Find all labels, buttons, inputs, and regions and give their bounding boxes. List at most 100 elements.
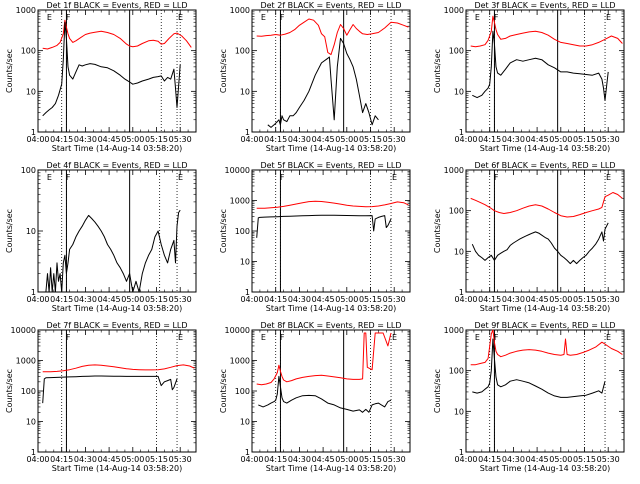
chart-panel-7: Det 7f BLACK = Events, RED = LLD 1 10 100 10… <box>5 321 197 473</box>
x-tick-label: 05:30 <box>597 135 620 144</box>
x-tick-label: 04:00 <box>240 295 263 304</box>
y-tick-label: 1000 <box>230 197 250 206</box>
chart-panel-2: Det 2f BLACK = Events, RED = LLD 1 10 100 10… <box>219 1 411 153</box>
x-tick-label: 04:30 <box>502 455 525 464</box>
x-tick-label: 04:15 <box>264 295 287 304</box>
x-tick-label: 04:15 <box>478 135 501 144</box>
red-lld-series <box>470 15 623 48</box>
x-tick-label: 05:30 <box>169 455 192 464</box>
red-lld-series <box>470 329 623 366</box>
marker-E: E <box>606 333 611 342</box>
chart-panel-8: Det 8f BLACK = Events, RED = LLD 1 10 100 10… <box>219 321 411 473</box>
marker-E: E <box>261 13 266 22</box>
x-tick-label: 05:15 <box>145 455 168 464</box>
x-tick-label: 04:45 <box>526 135 549 144</box>
x-tick-label: 04:00 <box>26 135 49 144</box>
marker-F: F <box>66 13 71 22</box>
chart-title: Det 5f BLACK = Events, RED = LLD <box>260 161 401 170</box>
y-tick-label: 10000 <box>225 166 250 175</box>
y-tick-label: 1000 <box>444 326 464 335</box>
chart-title: Det 3f BLACK = Events, RED = LLD <box>474 1 615 10</box>
y-tick-label: 1 <box>245 448 250 457</box>
x-tick-label: 04:15 <box>264 455 287 464</box>
chart-title: Det 6f BLACK = Events, RED = LLD <box>474 161 615 170</box>
y-tick-label: 10 <box>26 227 36 236</box>
y-tick-label: 1 <box>31 128 36 137</box>
y-tick-label: 1 <box>31 448 36 457</box>
x-tick-label: 04:30 <box>502 295 525 304</box>
x-tick-label: 05:30 <box>169 295 192 304</box>
y-tick-label: 100 <box>21 166 36 175</box>
marker-F: F <box>280 13 285 22</box>
black-events-series <box>267 37 379 128</box>
x-tick-label: 05:00 <box>549 455 572 464</box>
x-tick-label: 05:15 <box>359 455 382 464</box>
marker-E: E <box>178 173 183 182</box>
chart-panel-5: Det 5f BLACK = Events, RED = LLD 1 10 100 10… <box>219 161 411 313</box>
y-tick-label: 1 <box>459 448 464 457</box>
x-tick-label: 05:00 <box>549 295 572 304</box>
chart-panel-3: Det 3f BLACK = Events, RED = LLD 1 10 100 10… <box>433 1 625 153</box>
x-axis-label: Start Time (14-Aug-14 03:58:20) <box>480 464 611 473</box>
x-tick-label: 05:30 <box>597 455 620 464</box>
chart-title: Det 7f BLACK = Events, RED = LLD <box>46 321 187 330</box>
x-tick-label: 05:15 <box>359 295 382 304</box>
y-tick-label: 1 <box>459 288 464 297</box>
marker-F: F <box>280 333 285 342</box>
red-lld-series <box>42 364 195 373</box>
x-tick-label: 04:15 <box>478 455 501 464</box>
y-tick-label: 10 <box>240 418 250 427</box>
y-tick-label: 100 <box>235 47 250 56</box>
black-events-series <box>256 214 392 238</box>
y-tick-label: 1000 <box>230 357 250 366</box>
x-tick-label: 04:30 <box>502 135 525 144</box>
marker-E: E <box>606 173 611 182</box>
marker-E: E <box>392 173 397 182</box>
y-axis-label: Counts/sec <box>5 209 14 253</box>
x-tick-label: 04:15 <box>50 135 73 144</box>
black-events-series <box>471 222 609 265</box>
marker-F: F <box>66 173 71 182</box>
x-tick-label: 04:45 <box>312 295 335 304</box>
x-tick-label: 05:00 <box>121 135 144 144</box>
y-axis-label: Counts/sec <box>433 209 442 253</box>
black-events-series <box>42 375 178 404</box>
black-events-series <box>42 21 181 117</box>
x-tick-label: 05:00 <box>335 135 358 144</box>
x-tick-label: 05:30 <box>169 135 192 144</box>
x-axis-label: Start Time (14-Aug-14 03:58:20) <box>266 304 397 313</box>
x-tick-label: 04:00 <box>240 455 263 464</box>
y-axis-label: Counts/sec <box>5 49 14 93</box>
x-tick-label: 04:45 <box>526 295 549 304</box>
y-tick-label: 1000 <box>16 6 36 15</box>
x-tick-label: 04:00 <box>454 295 477 304</box>
marker-E: E <box>261 333 266 342</box>
marker-E: E <box>606 13 611 22</box>
y-tick-label: 1 <box>245 288 250 297</box>
y-axis-label: Counts/sec <box>219 369 228 413</box>
x-axis-label: Start Time (14-Aug-14 03:58:20) <box>480 144 611 153</box>
marker-F: F <box>66 333 71 342</box>
x-tick-label: 04:15 <box>478 295 501 304</box>
black-events-series <box>472 338 606 398</box>
x-tick-label: 04:30 <box>288 455 311 464</box>
black-events-series <box>472 30 609 101</box>
x-tick-label: 05:30 <box>383 295 406 304</box>
x-tick-label: 04:30 <box>288 295 311 304</box>
marker-F: F <box>280 173 285 182</box>
x-tick-label: 05:15 <box>145 135 168 144</box>
red-lld-series <box>256 200 409 209</box>
y-axis-label: Counts/sec <box>219 209 228 253</box>
x-tick-label: 04:00 <box>240 135 263 144</box>
black-events-series <box>45 209 181 293</box>
y-tick-label: 1 <box>459 128 464 137</box>
marker-E: E <box>47 13 52 22</box>
marker-E: E <box>392 333 397 342</box>
x-tick-label: 04:30 <box>74 295 97 304</box>
chart-title: Det 4f BLACK = Events, RED = LLD <box>46 161 187 170</box>
red-lld-series <box>256 18 409 56</box>
x-tick-label: 05:00 <box>335 295 358 304</box>
x-tick-label: 04:00 <box>26 455 49 464</box>
